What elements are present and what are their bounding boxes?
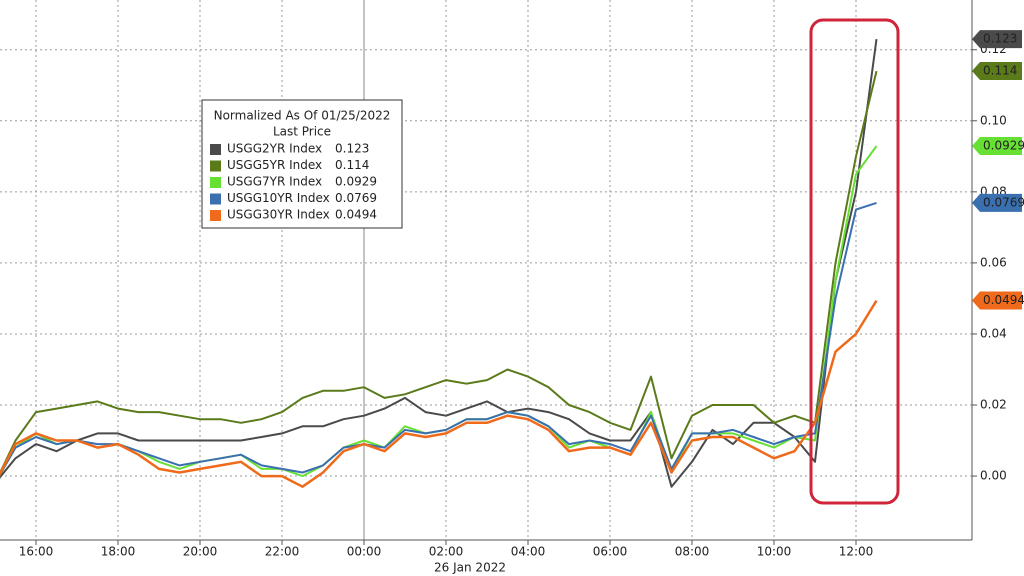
- last-price-label: 0.0769: [983, 195, 1024, 209]
- series-line: [0, 299, 878, 488]
- highlight-box: [809, 18, 900, 505]
- x-tick-label: 12:00: [839, 545, 874, 559]
- series-line: [0, 38, 878, 488]
- legend-swatch: [210, 144, 221, 155]
- x-tick-label: 16:00: [19, 545, 54, 559]
- legend-label: USGG5YR Index: [227, 158, 322, 172]
- x-tick-label: 22:00: [265, 545, 300, 559]
- y-tick-label: 0.04: [980, 326, 1007, 340]
- legend-value: 0.0494: [335, 208, 377, 222]
- legend-title: Normalized As Of 01/25/2022: [214, 109, 391, 123]
- last-price-tag: [972, 137, 1022, 156]
- x-tick-label: 00:00: [347, 545, 382, 559]
- legend-label: USGG30YR Index: [227, 208, 330, 222]
- x-tick-label: 08:00: [675, 545, 710, 559]
- last-price-tag: [972, 30, 1022, 49]
- x-tick-label: 10:00: [757, 545, 792, 559]
- legend-swatch: [210, 193, 221, 205]
- y-tick-label: 0.02: [980, 398, 1007, 412]
- legend-swatch: [210, 177, 221, 188]
- grid: [0, 0, 977, 545]
- series-line: [0, 201, 877, 477]
- x-tick-label: 04:00: [511, 545, 546, 559]
- y-tick-label: 0.06: [980, 255, 1007, 269]
- x-tick-label: 18:00: [101, 545, 136, 559]
- legend-value: 0.114: [335, 158, 369, 172]
- last-price-tag: [972, 291, 1022, 310]
- legend-box: [201, 99, 403, 229]
- date-label: 26 Jan 2022: [434, 561, 506, 575]
- x-tick-label: 06:00: [593, 545, 628, 559]
- y-tick-label: 0.00: [980, 469, 1007, 483]
- legend-value: 0.0929: [335, 175, 377, 189]
- series-line: [0, 70, 878, 476]
- legend-label: USGG10YR Index: [227, 191, 330, 205]
- last-price-tag: [972, 193, 1022, 212]
- legend-label: USGG7YR Index: [227, 175, 322, 189]
- legend-subtitle: Last Price: [273, 125, 331, 139]
- legend-swatch: [210, 210, 221, 221]
- lines: [0, 38, 878, 488]
- last-price-label: 0.0929: [983, 139, 1024, 153]
- last-price-tag: [972, 62, 1022, 81]
- last-price-label: 0.114: [983, 64, 1017, 78]
- last-price-label: 0.0494: [983, 293, 1024, 307]
- x-tick-label: 20:00: [183, 545, 218, 559]
- y-tick-label: 0.10: [980, 113, 1007, 127]
- last-price-label: 0.123: [983, 32, 1017, 46]
- legend-swatch: [210, 160, 221, 172]
- legend-value: 0.0769: [335, 191, 377, 205]
- legend-value: 0.123: [335, 142, 369, 156]
- legend-label: USGG2YR Index: [227, 142, 322, 156]
- x-tick-label: 02:00: [429, 545, 464, 559]
